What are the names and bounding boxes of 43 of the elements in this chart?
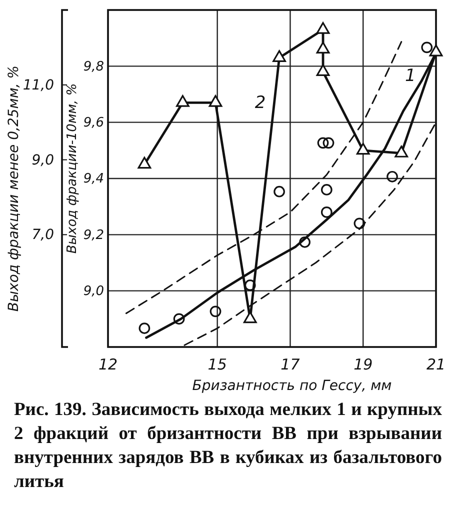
x-axis-title: Бризантность по Гессу, мм — [192, 378, 392, 394]
point — [138, 322, 150, 334]
point — [386, 170, 398, 182]
point — [354, 218, 366, 230]
point — [320, 206, 332, 218]
x-tick-label: 21 — [426, 356, 446, 374]
series-label: 2 — [254, 93, 266, 114]
y-axis-title: Выход фракции-10мм, % — [65, 83, 80, 254]
point — [356, 142, 370, 155]
x-tick-label: 15 — [208, 356, 227, 374]
y-tick-label: 9,0 — [83, 284, 104, 299]
point — [322, 137, 334, 149]
y-tick-label: 9,4 — [83, 172, 104, 187]
y2-axis-title: Выход фракции менее 0,25мм, % — [6, 65, 22, 312]
point — [317, 137, 329, 149]
text: Рис. 139. Зависимость выхода мелких 1 и крупных 2 фракций от бризантности ВВ при взрывании внутренних зарядов ВВ в кубиках из базальтового литья — [14, 399, 442, 494]
series-label: 1 — [405, 66, 416, 86]
point — [316, 42, 330, 54]
x-tick-label: 17 — [280, 356, 300, 374]
y2-tick-label: 7,0 — [32, 227, 54, 244]
point — [316, 64, 330, 76]
point — [429, 44, 443, 56]
x-tick-label: 19 — [354, 356, 373, 374]
point — [299, 236, 310, 248]
x-tick-label: 12 — [98, 356, 118, 374]
y2-tick-label: 11,0 — [22, 77, 54, 94]
point — [173, 313, 185, 325]
point — [176, 95, 190, 107]
point — [138, 156, 152, 169]
point — [210, 306, 222, 318]
point — [208, 95, 222, 107]
point — [421, 42, 433, 54]
y-tick-label: 9,8 — [83, 59, 104, 74]
point — [244, 280, 256, 291]
y-tick-label: 9,2 — [83, 228, 104, 243]
y-tick-label: 9,6 — [83, 115, 104, 130]
point — [320, 184, 332, 196]
point — [274, 186, 285, 198]
point — [316, 22, 330, 34]
y2-tick-label: 9,0 — [32, 152, 54, 168]
point — [243, 311, 257, 324]
point — [394, 146, 408, 158]
point — [272, 50, 286, 62]
